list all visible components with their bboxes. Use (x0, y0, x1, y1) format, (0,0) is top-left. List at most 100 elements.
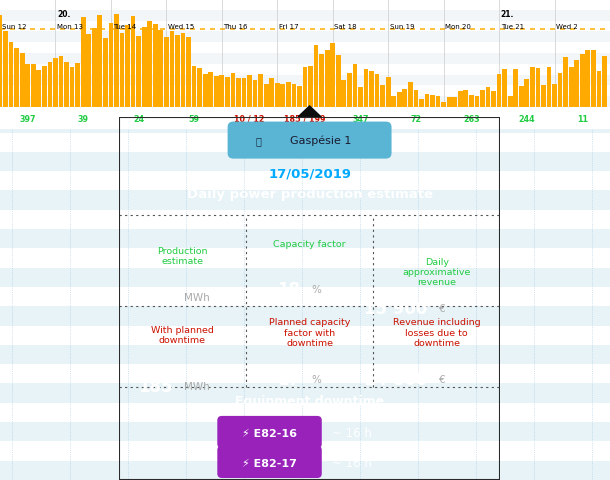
Bar (87, 36, 91, 108)
FancyBboxPatch shape (217, 446, 322, 478)
Bar (148, 22, 152, 108)
Bar (0, 307, 610, 326)
Text: Tue 21: Tue 21 (501, 24, 524, 30)
Bar (175, 36, 180, 108)
FancyBboxPatch shape (217, 416, 322, 448)
Bar (347, 73, 352, 108)
Bar (547, 68, 551, 108)
Bar (575, 61, 579, 108)
Bar (264, 85, 268, 108)
Bar (142, 27, 146, 108)
Text: Wed 2: Wed 2 (556, 24, 578, 30)
Bar (364, 70, 368, 108)
Bar (242, 78, 246, 108)
Bar (214, 77, 218, 108)
Text: Thu 16: Thu 16 (223, 24, 248, 30)
Bar (563, 58, 568, 108)
Bar (502, 70, 507, 108)
Text: €: € (439, 374, 445, 384)
Bar (358, 88, 363, 108)
Bar (0, 384, 610, 403)
Text: 263: 263 (463, 114, 479, 123)
Bar (136, 37, 141, 108)
Bar (453, 97, 457, 108)
Text: %: % (312, 285, 321, 295)
Text: Daily
approximative
revenue: Daily approximative revenue (403, 257, 471, 287)
Bar (0, 268, 610, 288)
Text: Tue 14: Tue 14 (113, 24, 135, 30)
Text: ⦾: ⦾ (255, 136, 261, 146)
Text: 39: 39 (77, 114, 88, 123)
Bar (64, 63, 69, 108)
Bar (558, 74, 562, 108)
Bar (392, 97, 396, 108)
Bar (436, 96, 440, 108)
Bar (220, 75, 224, 108)
Bar (181, 34, 185, 108)
Bar (380, 86, 385, 108)
Bar (186, 38, 191, 108)
Bar (0, 86, 610, 97)
Bar (469, 96, 474, 108)
Bar (9, 43, 13, 108)
Bar (231, 74, 235, 108)
Bar (403, 90, 407, 108)
Bar (281, 84, 285, 108)
Bar (3, 32, 8, 108)
Bar (0, 16, 2, 108)
Text: Sun 12: Sun 12 (2, 24, 26, 30)
Bar (0, 345, 610, 364)
Bar (319, 55, 324, 108)
Bar (0, 114, 610, 133)
Text: MWh: MWh (184, 292, 210, 302)
Bar (552, 84, 557, 108)
Bar (0, 22, 610, 32)
Bar (114, 15, 119, 108)
Bar (297, 87, 302, 108)
Bar (225, 77, 230, 108)
Bar (209, 72, 213, 108)
Bar (0, 54, 610, 65)
Bar (20, 54, 24, 108)
Bar (92, 29, 96, 108)
Bar (59, 57, 63, 108)
Bar (109, 24, 113, 108)
Bar (508, 96, 512, 108)
Bar (70, 68, 74, 108)
Bar (519, 87, 523, 108)
Text: 15 900: 15 900 (364, 299, 427, 317)
Bar (159, 31, 163, 108)
Bar (0, 422, 610, 442)
Bar (0, 65, 610, 75)
Text: ~ 16 h: ~ 16 h (332, 426, 372, 439)
Bar (26, 65, 30, 108)
Text: Daily power production estimate: Daily power production estimate (187, 187, 432, 200)
Text: Capacity factor: Capacity factor (273, 239, 346, 248)
Bar (430, 96, 435, 108)
Text: ~ 16 h: ~ 16 h (332, 456, 372, 469)
Text: 14 800: 14 800 (364, 371, 427, 388)
Text: 21.: 21. (501, 11, 514, 19)
Bar (541, 85, 546, 108)
Bar (458, 91, 462, 108)
Bar (275, 84, 279, 108)
Text: 17/05/2019: 17/05/2019 (268, 168, 351, 180)
Bar (37, 71, 41, 108)
Bar (0, 153, 610, 172)
Bar (164, 38, 169, 108)
Text: ⚡ E82-17: ⚡ E82-17 (242, 457, 297, 468)
Bar (192, 67, 196, 108)
Bar (253, 81, 257, 108)
Text: 17: 17 (277, 371, 300, 388)
Bar (530, 68, 535, 108)
Bar (580, 55, 584, 108)
Bar (425, 95, 429, 108)
Bar (103, 39, 108, 108)
Bar (414, 90, 418, 108)
Bar (42, 67, 47, 108)
Bar (441, 102, 446, 108)
Bar (419, 100, 424, 108)
Text: 185 / 199: 185 / 199 (284, 114, 326, 123)
Bar (525, 80, 529, 108)
Bar (0, 11, 610, 22)
